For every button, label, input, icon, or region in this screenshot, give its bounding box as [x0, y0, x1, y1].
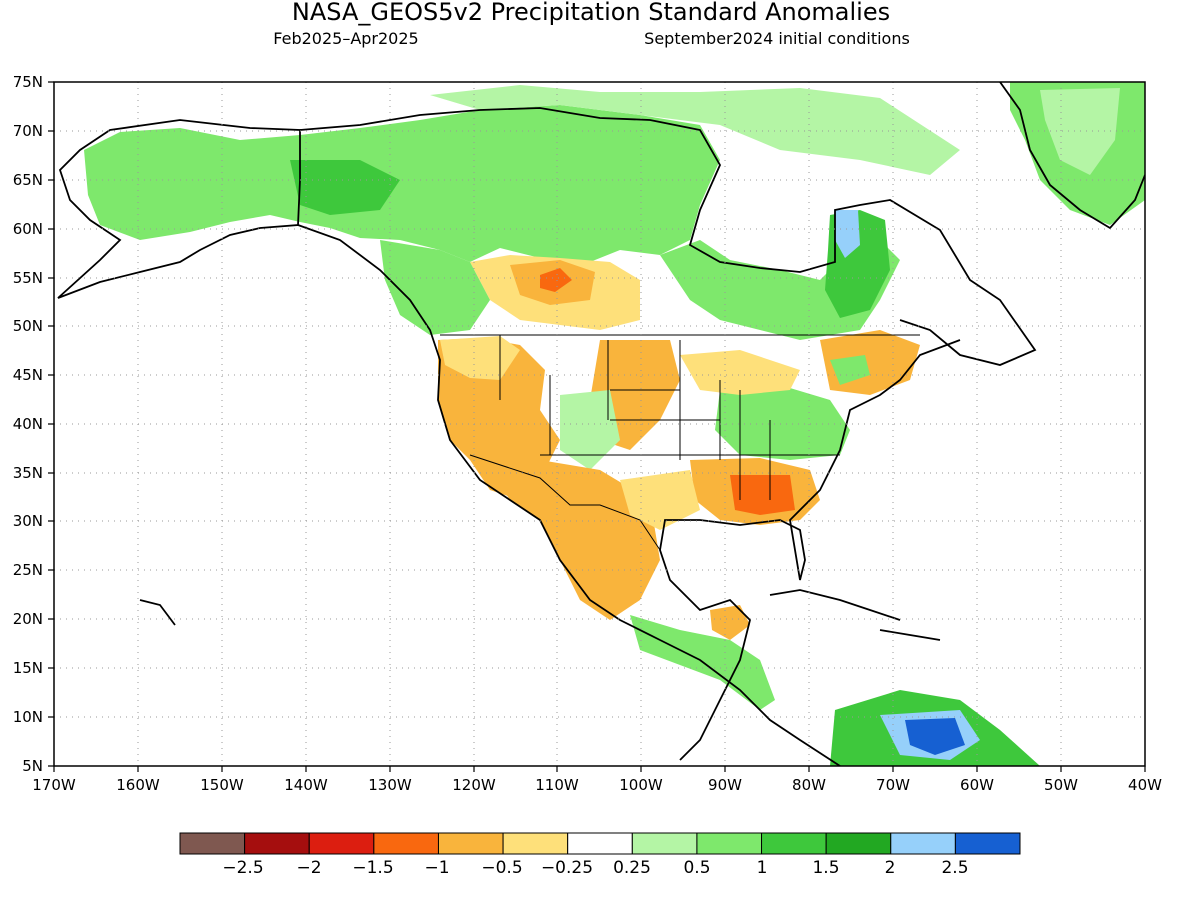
- political-borders: [440, 334, 920, 551]
- map-plot-area: [54, 82, 1145, 766]
- color-bar-swatch: [502, 832, 569, 855]
- color-bar-swatch: [244, 832, 310, 855]
- color-bar-swatch: [567, 832, 633, 855]
- color-bar-swatch: [373, 832, 439, 855]
- coastlines: [57, 82, 1145, 766]
- lat-label: 10N: [13, 708, 43, 726]
- color-bar-swatch: [890, 832, 956, 855]
- axis-ticks: [48, 81, 1146, 772]
- anomaly-region-venezuela-very-wet: [905, 718, 965, 755]
- color-bar-swatches: [179, 832, 1021, 855]
- anomaly-region-southwest-mexico: [490, 460, 660, 620]
- lon-label: 60W: [960, 776, 994, 794]
- initial-conditions-label: September2024 initial conditions: [644, 29, 910, 48]
- color-bar-label: 1.5: [812, 858, 839, 878]
- map-title: NASA_GEOS5v2 Precipitation Standard Anom…: [292, 0, 890, 26]
- anomaly-region-southeast-dark: [730, 475, 795, 515]
- latitude-axis-labels: 75N 70N 65N 60N 55N 50N 45N 40N 35N 30N …: [13, 73, 43, 775]
- lat-label: 15N: [13, 659, 43, 677]
- color-bar-swatch: [761, 832, 827, 855]
- lat-label: 50N: [13, 317, 43, 335]
- lat-label: 20N: [13, 610, 43, 628]
- lon-label: 160W: [116, 776, 160, 794]
- lat-label: 25N: [13, 561, 43, 579]
- anomaly-region-prairies-dark: [540, 268, 572, 292]
- lat-label: 60N: [13, 220, 43, 238]
- anomaly-region-northeast-green: [830, 355, 870, 385]
- longitude-axis-labels: 170W 160W 150W 140W 130W 120W 110W 100W …: [32, 776, 1162, 794]
- lat-label: 30N: [13, 512, 43, 530]
- anomaly-fields: [84, 82, 1145, 766]
- color-bar-label: 2: [885, 858, 896, 878]
- lon-label: 80W: [792, 776, 826, 794]
- anomaly-region-yucatan: [710, 605, 750, 640]
- color-bar-label: −0.5: [481, 858, 522, 878]
- color-bar-swatch: [954, 832, 1021, 855]
- color-bar-swatch: [825, 832, 892, 855]
- lat-label: 5N: [22, 757, 43, 775]
- lat-label: 75N: [13, 73, 43, 91]
- lat-label: 45N: [13, 366, 43, 384]
- color-bar-swatch: [308, 832, 375, 855]
- anomaly-region-alaska: [84, 128, 300, 240]
- anomaly-region-quebec-wet: [835, 210, 860, 258]
- lat-label: 55N: [13, 269, 43, 287]
- lon-label: 50W: [1044, 776, 1078, 794]
- lon-label: 150W: [200, 776, 244, 794]
- color-bar-labels: −2.5 −2 −1.5 −1 −0.5 −0.25 0.25 0.5 1 1.…: [222, 858, 968, 878]
- color-bar-swatch: [696, 832, 763, 855]
- lon-label: 110W: [535, 776, 579, 794]
- color-bar-swatch: [631, 832, 698, 855]
- lat-label: 40N: [13, 415, 43, 433]
- lat-label: 35N: [13, 464, 43, 482]
- anomaly-region-great-lakes-yellow: [680, 350, 800, 395]
- lon-label: 120W: [452, 776, 496, 794]
- lat-label: 70N: [13, 122, 43, 140]
- anomaly-region-central-plains-green: [560, 390, 620, 470]
- color-bar-label: −1.5: [352, 858, 393, 878]
- color-bar-label: −0.25: [541, 858, 593, 878]
- anomaly-region-arctic-islands: [430, 85, 960, 175]
- anomaly-region-bc-coast: [380, 240, 490, 335]
- lon-label: 70W: [876, 776, 910, 794]
- lon-label: 140W: [284, 776, 328, 794]
- color-bar: −2.5 −2 −1.5 −1 −0.5 −0.25 0.25 0.5 1 1.…: [179, 832, 1021, 878]
- anomaly-region-ohio-valley-green: [715, 385, 850, 460]
- color-bar-label: −2.5: [222, 858, 263, 878]
- graticule: [54, 82, 1145, 766]
- color-bar-label: 0.5: [683, 858, 710, 878]
- anomaly-region-west-us: [438, 338, 560, 500]
- lat-label: 65N: [13, 171, 43, 189]
- period-label: Feb2025–Apr2025: [273, 29, 418, 48]
- lon-label: 90W: [708, 776, 742, 794]
- lon-label: 130W: [368, 776, 412, 794]
- color-bar-swatch: [437, 832, 504, 855]
- anomaly-region-central-canada: [290, 160, 400, 215]
- anomaly-region-gulf-yellow: [620, 470, 700, 530]
- color-bar-label: −2: [296, 858, 321, 878]
- lon-label: 40W: [1128, 776, 1162, 794]
- lon-label: 170W: [32, 776, 76, 794]
- lon-label: 100W: [619, 776, 663, 794]
- anomaly-region-northern-canada: [300, 105, 720, 262]
- color-bar-label: 2.5: [941, 858, 968, 878]
- color-bar-swatch: [179, 832, 246, 855]
- color-bar-label: 1: [757, 858, 768, 878]
- color-bar-label: 0.25: [613, 858, 651, 878]
- color-bar-label: −1: [424, 858, 449, 878]
